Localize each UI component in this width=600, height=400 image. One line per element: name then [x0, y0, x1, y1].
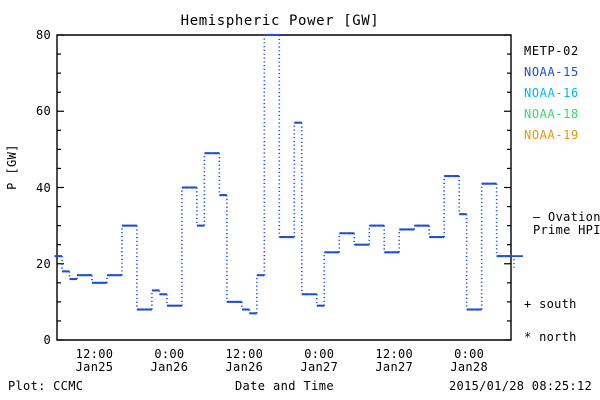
- marker-note-north: * north: [524, 330, 577, 344]
- ovation-line1: — Ovation: [533, 210, 600, 224]
- axis-frame: [56, 34, 512, 341]
- y-tick-label: 20: [35, 256, 51, 271]
- ovation-line2: Prime HPI: [533, 223, 600, 237]
- marker-note-north-label: north: [539, 330, 577, 344]
- asterisk-icon: *: [524, 330, 532, 344]
- x-tick-date: Jan27: [300, 360, 339, 374]
- x-tick-label: 0:00 Jan27: [279, 348, 359, 374]
- x-tick-label: 12:00 Jan27: [354, 348, 434, 374]
- legend-item-noaa-16[interactable]: NOAA-16: [524, 86, 579, 100]
- y-tick-label: 40: [35, 180, 51, 195]
- y-tick-label: 0: [43, 333, 51, 347]
- footer-timestamp: 2015/01/28 08:25:12: [449, 379, 592, 393]
- x-tick-time: 12:00: [225, 347, 264, 361]
- x-tick-date: Jan26: [150, 360, 189, 374]
- x-tick-time: 0:00: [454, 347, 485, 361]
- x-tick-time: 12:00: [375, 347, 414, 361]
- x-tick-label: 12:00 Jan25: [54, 348, 134, 374]
- x-tick-label: 12:00 Jan26: [204, 348, 284, 374]
- x-tick-date: Jan26: [225, 360, 264, 374]
- page-title: Hemispheric Power [GW]: [180, 13, 380, 29]
- data-series-layer: [54, 33, 512, 315]
- y-tick-label: 60: [35, 104, 51, 119]
- series-noaa-15: [54, 33, 512, 315]
- x-tick-time: 12:00: [75, 347, 114, 361]
- x-axis-label: Date and Time: [234, 379, 335, 393]
- ovation-prime-legend: — Ovation Prime HPI: [533, 211, 600, 237]
- footer-plot-source: Plot: CCMC: [8, 379, 84, 393]
- x-tick-time: 0:00: [154, 347, 185, 361]
- marker-note-south: + south: [524, 297, 577, 311]
- x-tick-label: 0:00 Jan26: [129, 348, 209, 374]
- legend-swatches: [506, 255, 523, 271]
- x-tick-date: Jan27: [375, 360, 414, 374]
- x-tick-date: Jan25: [75, 360, 114, 374]
- legend-item-noaa-15[interactable]: NOAA-15: [524, 65, 579, 79]
- legend-item-noaa-18[interactable]: NOAA-18: [524, 107, 579, 121]
- y-tick-label: 80: [35, 28, 51, 42]
- legend-item-noaa-19[interactable]: NOAA-19: [524, 128, 579, 142]
- x-tick-label: 0:00 Jan28: [429, 348, 509, 374]
- marker-note-south-label: south: [539, 297, 577, 311]
- plus-icon: +: [524, 297, 532, 311]
- legend-item-metp-02[interactable]: METP-02: [524, 44, 579, 58]
- x-tick-time: 0:00: [304, 347, 335, 361]
- x-tick-date: Jan28: [450, 360, 488, 374]
